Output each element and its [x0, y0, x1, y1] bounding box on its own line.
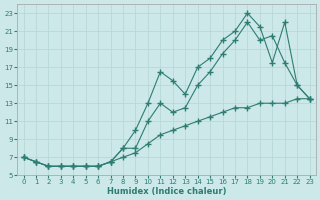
X-axis label: Humidex (Indice chaleur): Humidex (Indice chaleur)	[107, 187, 226, 196]
